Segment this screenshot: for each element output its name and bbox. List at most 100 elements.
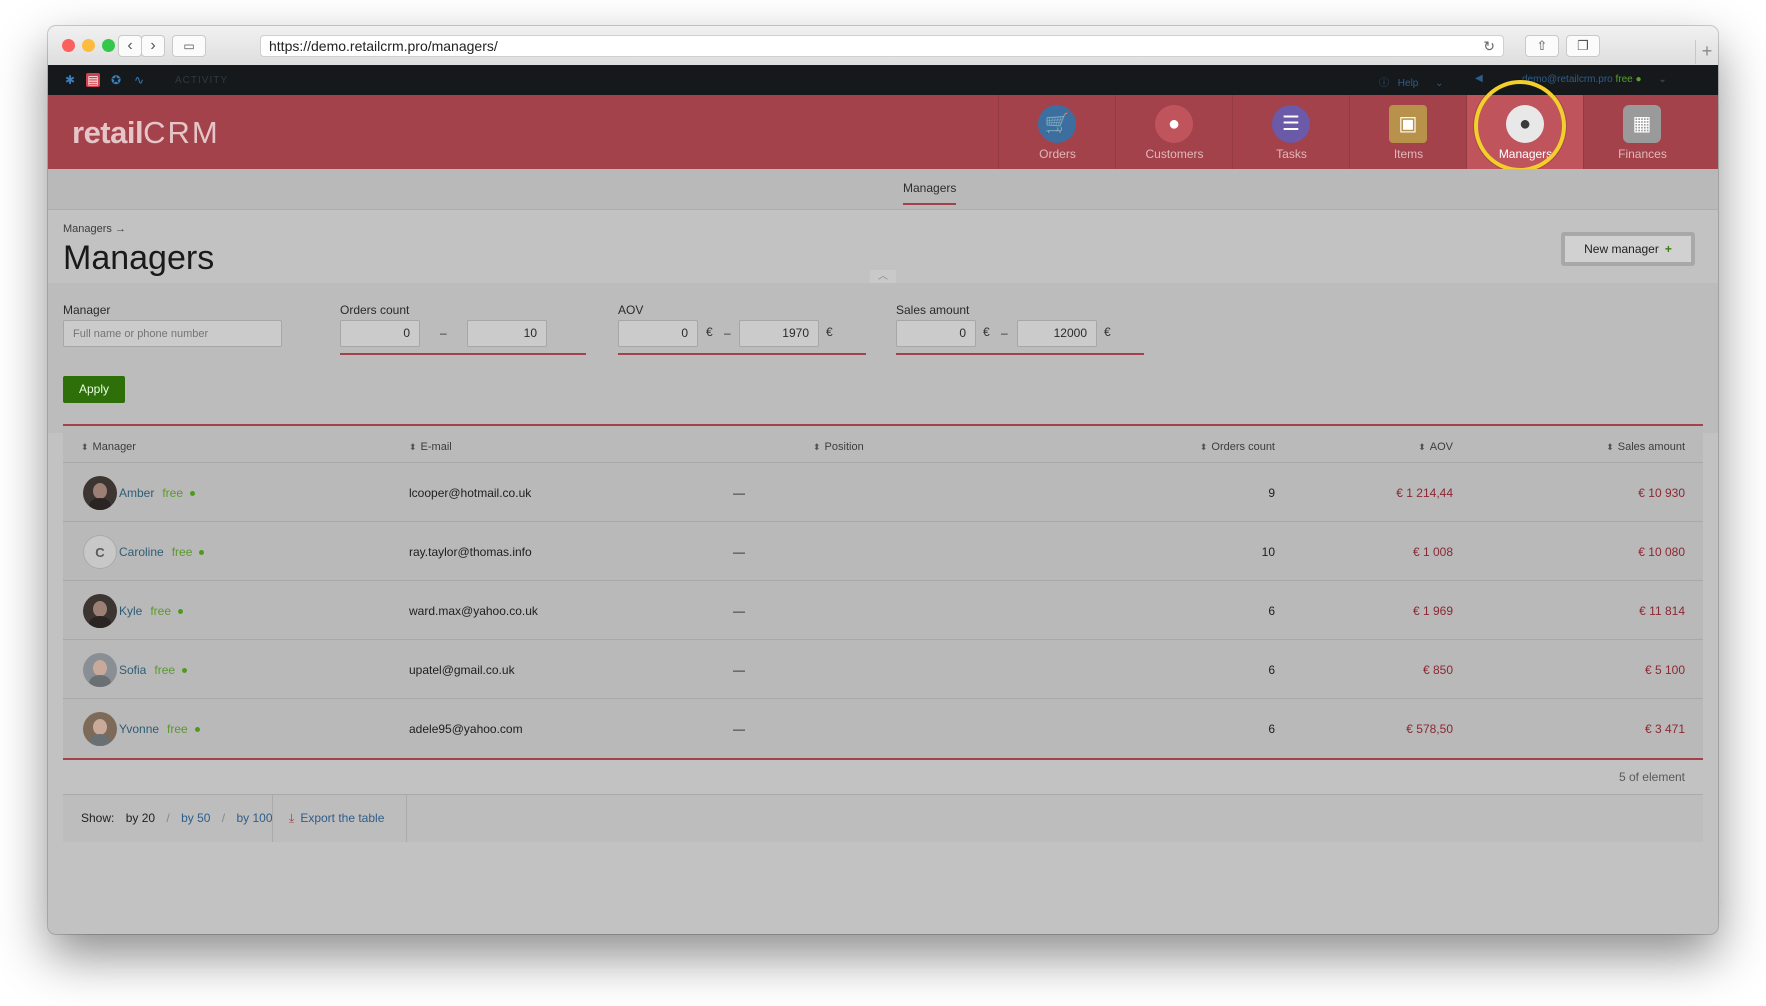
table-header: ⬍ Manager ⬍ E-mail ⬍ Position ⬍ Orders count…: [63, 424, 1703, 464]
store-cart-icon[interactable]: ▤: [86, 73, 100, 87]
maximize-window-button[interactable]: [102, 39, 115, 52]
column-orders-count[interactable]: ⬍ Orders count: [1199, 441, 1275, 453]
page-size-20[interactable]: by 20: [125, 811, 156, 825]
table-row[interactable]: Kyle free ward.max@yahoo.co.uk — 6 € 1 96…: [63, 580, 1703, 640]
tabs-icon[interactable]: ❐: [1566, 35, 1600, 57]
analytics-icon[interactable]: ∿: [133, 73, 145, 87]
sidebar-toggle-icon[interactable]: ▭: [172, 35, 206, 57]
orders-count-cell: 6: [1268, 663, 1275, 677]
back-arrow-icon[interactable]: ‹: [118, 35, 142, 57]
reload-icon[interactable]: ↻: [1483, 38, 1495, 54]
activity-link[interactable]: ACTIVITY: [175, 75, 229, 86]
aov-cell: € 1 008: [1412, 545, 1453, 559]
sort-icon: ⬍: [81, 442, 89, 452]
manager-name-link[interactable]: Sofia free: [119, 663, 188, 677]
column-sales-amount[interactable]: ⬍ Sales amount: [1606, 441, 1685, 453]
minimize-window-button[interactable]: [82, 39, 95, 52]
aov-filter-underline: [618, 353, 866, 355]
manager-name-link[interactable]: Yvonne free: [119, 722, 200, 736]
new-manager-button[interactable]: New manager +: [1561, 232, 1695, 266]
manager-name-link[interactable]: Amber free: [119, 486, 196, 500]
forward-arrow-icon[interactable]: ›: [141, 35, 165, 57]
table-row[interactable]: C Caroline free ray.taylor@thomas.info — …: [63, 521, 1703, 581]
nav-finances[interactable]: ▦ Finances: [1583, 95, 1701, 169]
tutorial-highlight-circle: [1474, 80, 1566, 172]
manager-name-link[interactable]: Kyle free: [119, 604, 184, 618]
share-icon[interactable]: ⇧: [1525, 35, 1559, 57]
table-row[interactable]: Amber free lcooper@hotmail.co.uk — 9 € 1 …: [63, 462, 1703, 522]
avatar: [83, 594, 117, 628]
new-tab-icon[interactable]: +: [1695, 40, 1718, 64]
settings-gear-icon[interactable]: ✱: [64, 73, 76, 87]
column-position[interactable]: ⬍ Position: [813, 441, 864, 453]
browser-window: ‹ › ▭ https://demo.retailcrm.pro/manager…: [48, 26, 1718, 934]
online-status-icon: [182, 668, 188, 674]
orders-to-input[interactable]: 10: [467, 320, 547, 347]
email-cell: lcooper@hotmail.co.uk: [409, 486, 532, 500]
orders-from-input[interactable]: 0: [340, 320, 420, 347]
nav-customers[interactable]: ● Customers: [1115, 95, 1233, 169]
nav-tasks[interactable]: ☰ Tasks: [1232, 95, 1350, 169]
customer-icon: ●: [1155, 105, 1193, 143]
sub-navigation: Managers: [48, 169, 1718, 210]
position-cell: —: [733, 722, 745, 736]
sort-icon: ⬍: [409, 442, 417, 452]
table-row[interactable]: Sofia free upatel@gmail.co.uk — 6 € 850 €…: [63, 639, 1703, 699]
nav-orders[interactable]: 🛒 Orders: [998, 95, 1116, 169]
sales-from-input[interactable]: 0: [896, 320, 976, 347]
breadcrumb[interactable]: Managers →: [63, 223, 126, 235]
aov-cell: € 1 969: [1412, 604, 1453, 618]
sales-amount-cell: € 10 930: [1638, 486, 1685, 500]
online-status-icon: [178, 609, 184, 615]
close-window-button[interactable]: [62, 39, 75, 52]
column-manager[interactable]: ⬍ Manager: [81, 441, 136, 453]
chevron-down-icon: ⌄: [1658, 74, 1667, 85]
sales-to-input[interactable]: 12000: [1017, 320, 1097, 347]
sales-amount-cell: € 3 471: [1644, 722, 1685, 736]
help-menu[interactable]: ⓘ Help ⌄: [1379, 78, 1444, 89]
divider: [406, 795, 407, 842]
integration-icon[interactable]: ✪: [110, 73, 122, 87]
url-text: https://demo.retailcrm.pro/managers/: [269, 38, 498, 54]
position-cell: —: [733, 604, 745, 618]
column-aov[interactable]: ⬍ AOV: [1418, 441, 1453, 453]
email-cell: ward.max@yahoo.co.uk: [409, 604, 538, 618]
page-size-selector: Show: by 20 / by 50 / by 100: [81, 811, 273, 825]
aov-to-input[interactable]: 1970: [739, 320, 819, 347]
box-icon: ▣: [1389, 105, 1427, 143]
retailcrm-logo[interactable]: retailCRM: [72, 115, 220, 150]
sort-icon: ⬍: [1606, 442, 1614, 452]
aov-cell: € 1 214,44: [1396, 486, 1453, 500]
divider: [272, 795, 273, 842]
nav-items[interactable]: ▣ Items: [1349, 95, 1467, 169]
page-title: Managers: [63, 239, 215, 277]
column-email[interactable]: ⬍ E-mail: [409, 441, 452, 453]
table-footer-line: [63, 758, 1703, 760]
aov-from-input[interactable]: 0: [618, 320, 698, 347]
collapse-filters-icon[interactable]: ︿: [870, 270, 896, 284]
avatar: [83, 712, 117, 746]
announcement-icon[interactable]: ◀: [1475, 73, 1483, 84]
table-row[interactable]: Yvonne free adele95@yahoo.com — 6 € 578,5…: [63, 698, 1703, 758]
export-table-link[interactable]: ⤓ Export the table: [289, 811, 385, 825]
manager-search-input[interactable]: [63, 320, 282, 347]
plus-icon: +: [1664, 242, 1672, 256]
browser-titlebar: ‹ › ▭ https://demo.retailcrm.pro/manager…: [48, 26, 1718, 66]
download-icon: ⤓: [289, 811, 295, 825]
email-cell: upatel@gmail.co.uk: [409, 663, 515, 677]
page-size-100[interactable]: by 100: [236, 811, 273, 825]
sales-filter-underline: [896, 353, 1144, 355]
aov-cell: € 578,50: [1406, 722, 1453, 736]
page-size-50[interactable]: by 50: [181, 811, 211, 825]
address-bar[interactable]: https://demo.retailcrm.pro/managers/ ↻: [260, 35, 1504, 57]
tab-managers[interactable]: Managers: [903, 181, 957, 205]
tasks-icon: ☰: [1272, 105, 1310, 143]
apply-button[interactable]: Apply: [63, 376, 125, 403]
user-menu[interactable]: demo@retailcrm.pro free ● ⌄: [1522, 74, 1667, 85]
avatar: C: [83, 535, 117, 569]
orders-count-label: Orders count: [340, 303, 410, 317]
avatar: [83, 476, 117, 510]
orders-count-cell: 9: [1268, 486, 1275, 500]
manager-name-link[interactable]: Caroline free: [119, 545, 205, 559]
sort-icon: ⬍: [1199, 442, 1208, 452]
